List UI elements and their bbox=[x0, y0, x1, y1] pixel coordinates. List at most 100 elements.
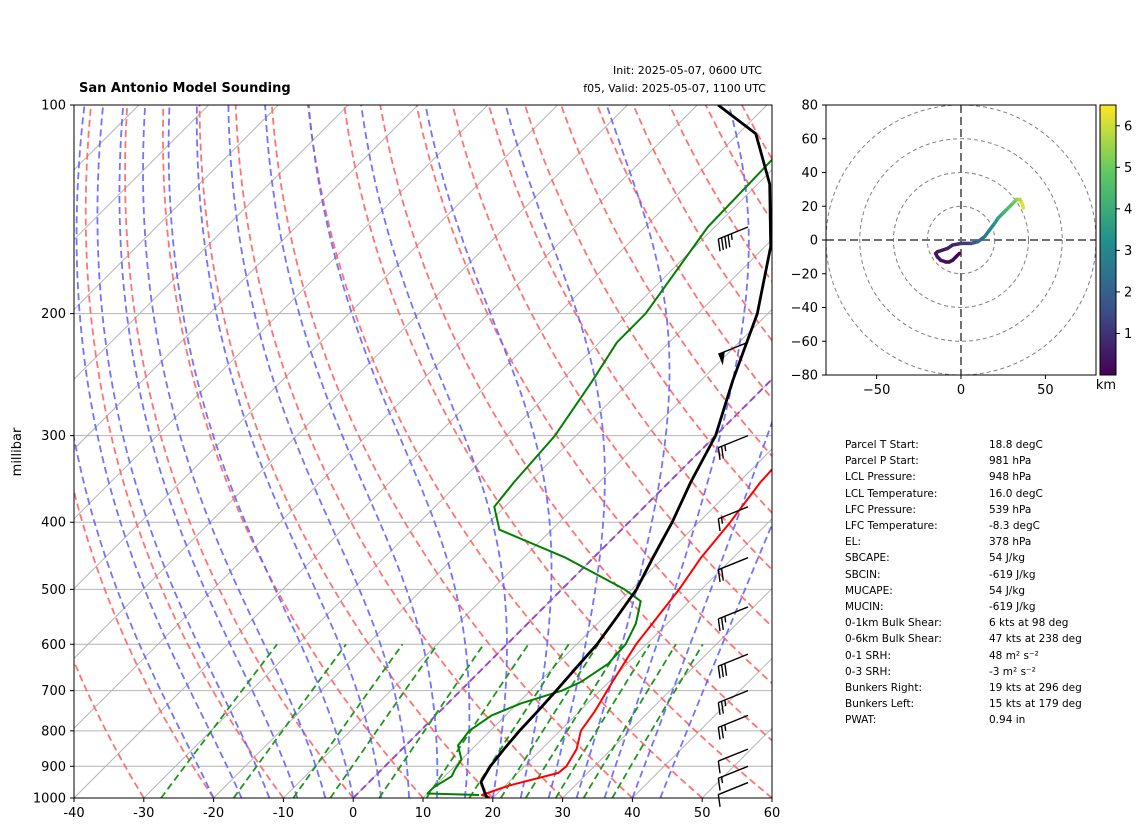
hodo-y-tick-label: −60 bbox=[791, 335, 818, 350]
stat-value: 18.8 degC bbox=[989, 439, 1043, 451]
colorbar-tick-label: 1 bbox=[1124, 327, 1132, 342]
stat-row: Parcel P Start: 981 hPa bbox=[845, 453, 1082, 469]
stat-value: -3 m² s⁻² bbox=[989, 665, 1036, 678]
isotherm-10 bbox=[422, 448, 772, 798]
x-tick-label: 10 bbox=[415, 806, 432, 821]
skewt-axes: -40 -30 -20 -10 0 10 20 30 40 50 60 100 200 300 400 500… bbox=[33, 99, 780, 822]
stat-row: Bunkers Right: 19 kts at 296 deg bbox=[845, 680, 1082, 696]
isotherm--70 bbox=[74, 105, 558, 590]
y-tick-label: 900 bbox=[41, 760, 66, 775]
colorbar-tick-label: 6 bbox=[1124, 119, 1132, 134]
x-tick-label: -10 bbox=[273, 806, 294, 821]
dry-adiabat bbox=[343, 105, 772, 798]
chart-valid-time: f05, Valid: 2025-05-07, 1100 UTC bbox=[583, 82, 766, 95]
stat-label: EL: bbox=[845, 536, 862, 549]
stat-label: MUCIN: bbox=[845, 601, 884, 614]
dry-adiabat bbox=[161, 105, 424, 798]
isotherm-30 bbox=[562, 587, 772, 798]
zero-isotherm bbox=[352, 377, 772, 798]
moist-adiabat bbox=[227, 105, 410, 798]
hodo-y-tick-label: 40 bbox=[801, 166, 818, 181]
stat-row: MUCIN: -619 J/kg bbox=[845, 599, 1082, 615]
isotherm--100 bbox=[74, 105, 349, 380]
dry-adiabat bbox=[307, 105, 703, 798]
x-tick-label: -20 bbox=[203, 806, 224, 821]
colorbar-label: km bbox=[1096, 378, 1116, 393]
stat-value: 48 m² s⁻² bbox=[989, 649, 1039, 662]
stat-label: LCL Temperature: bbox=[845, 487, 938, 500]
stat-label: Parcel P Start: bbox=[845, 455, 919, 468]
stat-label: 0-1 SRH: bbox=[845, 649, 891, 662]
stat-label: Bunkers Left: bbox=[845, 698, 915, 711]
stat-value: 539 hPa bbox=[989, 503, 1032, 516]
stat-value: 16.0 degC bbox=[989, 487, 1043, 500]
stat-value: 6 kts at 98 deg bbox=[989, 617, 1069, 630]
stat-label: 0-1km Bulk Shear: bbox=[845, 617, 942, 630]
stat-row: LCL Temperature: 16.0 degC bbox=[845, 486, 1082, 502]
hodograph-segment bbox=[1020, 201, 1026, 210]
wind-barb bbox=[717, 765, 749, 791]
hodo-y-tick-label: 80 bbox=[801, 99, 818, 114]
mixing-ratio-line bbox=[500, 643, 600, 798]
mixing-ratio-line bbox=[232, 643, 347, 798]
stat-value: 15 kts at 179 deg bbox=[989, 698, 1082, 711]
y-tick-label: 600 bbox=[41, 638, 66, 653]
x-tick-label: 0 bbox=[349, 806, 357, 821]
colorbar-tick-label: 5 bbox=[1124, 161, 1132, 176]
stat-label: LCL Pressure: bbox=[845, 471, 916, 484]
stat-value: 54 J/kg bbox=[989, 552, 1026, 565]
stat-value: -619 J/kg bbox=[989, 568, 1036, 581]
y-axis-label: millibar bbox=[10, 427, 25, 476]
hodo-y-tick-label: 20 bbox=[801, 200, 818, 215]
dry-adiabat bbox=[524, 105, 772, 515]
stat-row: MUCAPE: 54 J/kg bbox=[845, 583, 1082, 599]
mixing-ratio-line bbox=[425, 643, 530, 798]
dry-adiabat bbox=[74, 658, 145, 798]
mixing-ratio-line bbox=[555, 643, 651, 798]
y-tick-label: 800 bbox=[41, 724, 66, 739]
wind-barb bbox=[717, 781, 749, 807]
stat-label: 0-3 SRH: bbox=[845, 665, 891, 678]
hodograph-ring bbox=[859, 138, 1063, 342]
sounding-parameters-panel: Parcel T Start: 18.8 degC Parcel P Start: 9… bbox=[845, 437, 1082, 729]
stat-value: -8.3 degC bbox=[989, 520, 1040, 533]
stat-row: Bunkers Left: 15 kts at 179 deg bbox=[845, 696, 1082, 712]
stat-label: 0-6km Bulk Shear: bbox=[845, 633, 942, 646]
hodo-y-tick-label: 60 bbox=[801, 132, 818, 147]
mixing-ratio-line bbox=[582, 643, 677, 798]
isotherm--50 bbox=[74, 105, 698, 729]
x-tick-label: -30 bbox=[133, 806, 154, 821]
hodo-y-tick-label: −40 bbox=[791, 301, 818, 316]
x-tick-label: 30 bbox=[554, 806, 571, 821]
hodo-y-tick-label: −80 bbox=[791, 369, 818, 384]
isotherm--10 bbox=[283, 308, 772, 798]
moist-adiabat bbox=[74, 433, 215, 798]
mixing-ratio-line bbox=[329, 643, 439, 798]
wind-barb bbox=[718, 341, 749, 366]
dry-adiabat bbox=[124, 105, 354, 798]
dewpoint-profile bbox=[426, 158, 772, 796]
y-tick-label: 500 bbox=[41, 583, 66, 598]
stat-row: SBCIN: -619 J/kg bbox=[845, 567, 1082, 583]
stat-row: LFC Temperature: -8.3 degC bbox=[845, 518, 1082, 534]
wind-barbs bbox=[717, 226, 749, 807]
stat-row: SBCAPE: 54 J/kg bbox=[845, 550, 1082, 566]
wind-barb bbox=[717, 226, 749, 252]
isotherm--60 bbox=[74, 105, 628, 660]
moist-adiabat bbox=[75, 105, 243, 798]
parcel-profile bbox=[479, 105, 772, 798]
moist-adiabat bbox=[575, 105, 671, 798]
moist-adiabat bbox=[118, 105, 299, 798]
y-tick-label: 700 bbox=[41, 684, 66, 699]
stat-row: LCL Pressure: 948 hPa bbox=[845, 469, 1082, 485]
x-tick-label: 40 bbox=[624, 806, 641, 821]
stat-row: LFC Pressure: 539 hPa bbox=[845, 502, 1082, 518]
x-tick-label: -40 bbox=[63, 806, 84, 821]
stat-value: 54 J/kg bbox=[989, 584, 1026, 597]
stat-label: LFC Temperature: bbox=[845, 520, 938, 533]
moist-adiabat bbox=[96, 105, 271, 798]
isotherm--110 bbox=[74, 105, 279, 311]
stat-label: Bunkers Right: bbox=[845, 682, 922, 695]
hodo-y-tick-label: −20 bbox=[791, 267, 818, 282]
